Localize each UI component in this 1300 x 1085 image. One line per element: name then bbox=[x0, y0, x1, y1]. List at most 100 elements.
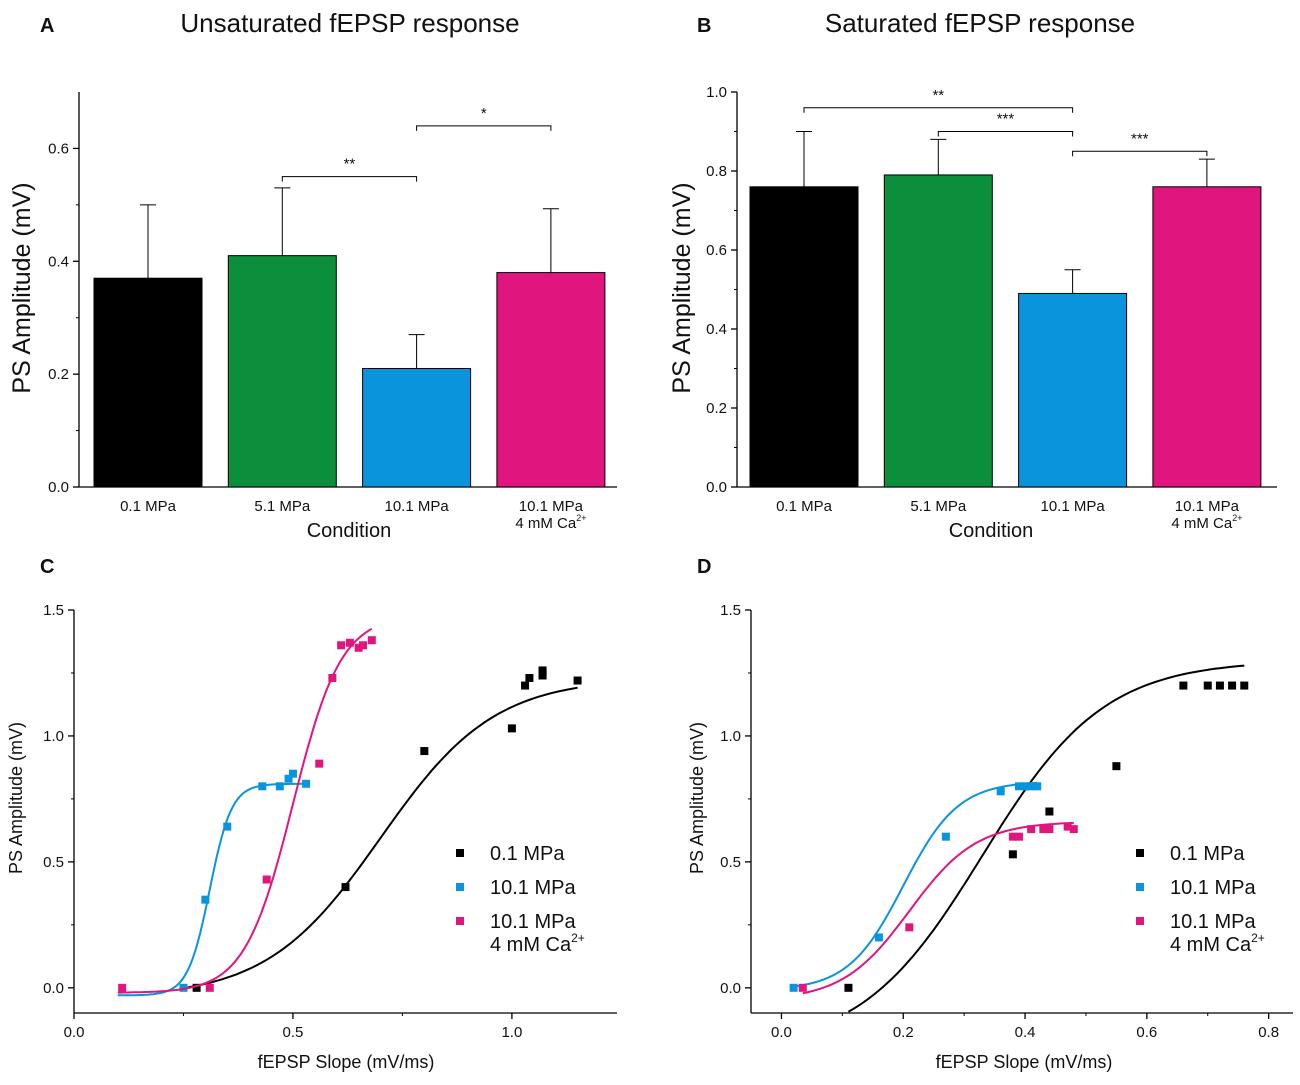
panel-b-y-tick-label: 0.2 bbox=[706, 400, 727, 417]
panel-c-scatter-chart: C PS Amplitude (mV) fEPSP Slope (mV/ms) … bbox=[6, 556, 617, 1072]
panel-b-category-label: 0.1 MPa bbox=[776, 498, 833, 515]
panel-a-significance-label: * bbox=[481, 105, 487, 122]
panel-b-y-tick-label: 0.8 bbox=[706, 163, 727, 180]
panel-a-y-tick-label: 0.6 bbox=[48, 140, 69, 157]
panel-a-y-tick-label: 0.4 bbox=[48, 253, 69, 270]
panel-c-data-point bbox=[205, 983, 214, 992]
panel-c-legend-marker bbox=[456, 883, 464, 891]
panel-c-legend-label: 10.1 MPa bbox=[490, 877, 576, 899]
panel-c-legend-label: 0.1 MPa bbox=[490, 843, 565, 865]
panel-d-legend-marker bbox=[1136, 883, 1144, 891]
panel-a-category-label: 10.1 MPa bbox=[384, 498, 449, 515]
panel-a-category-label: 5.1 MPa bbox=[254, 498, 311, 515]
panel-c-data-point bbox=[315, 759, 324, 768]
panel-a-category-label: 0.1 MPa bbox=[120, 498, 177, 515]
panel-d-legend-marker bbox=[1136, 849, 1144, 857]
panel-c-x-tick-label: 0.0 bbox=[64, 1024, 85, 1041]
panel-d-fit-curve-1 bbox=[793, 781, 1038, 988]
panel-d-x-tick-label: 0.8 bbox=[1258, 1024, 1279, 1041]
panel-b-significance-label: *** bbox=[997, 111, 1015, 128]
panel-d-y-tick-label: 0.5 bbox=[720, 854, 741, 871]
panel-d-data-point bbox=[1063, 822, 1072, 831]
panel-a-y-tick-label: 0.0 bbox=[48, 479, 69, 496]
panel-d-x-tick-label: 0.6 bbox=[1136, 1024, 1157, 1041]
panel-d-y-tick-label: 0.0 bbox=[720, 980, 741, 997]
panel-c-x-tick-label: 0.5 bbox=[283, 1024, 304, 1041]
panel-c-y-tick-label: 1.0 bbox=[43, 728, 64, 745]
panel-d-data-point bbox=[1014, 832, 1023, 841]
panel-b-significance-label: ** bbox=[932, 87, 944, 104]
panel-d-letter: D bbox=[697, 556, 711, 578]
panel-a-bar bbox=[93, 277, 203, 488]
panel-b-y-axis-label: PS Amplitude (mV) bbox=[668, 182, 696, 393]
panel-b-significance-bracket bbox=[937, 131, 1074, 137]
panel-d-legend-label: 0.1 MPa bbox=[1170, 843, 1245, 865]
panel-c-legend-label: 10.1 MPa bbox=[490, 911, 576, 933]
panel-b-significance-bracket bbox=[1072, 150, 1208, 157]
panel-d-x-axis-label: fEPSP Slope (mV/ms) bbox=[936, 1052, 1113, 1072]
panel-c-y-tick-label: 0.5 bbox=[43, 854, 64, 871]
panel-b-category-label: 5.1 MPa bbox=[910, 498, 967, 515]
panel-c-data-point bbox=[573, 676, 582, 685]
panel-d-data-point bbox=[1203, 681, 1212, 690]
panel-c-y-axis-label: PS Amplitude (mV) bbox=[6, 722, 26, 874]
panel-a-category-label: 10.1 MPa bbox=[519, 498, 584, 515]
panel-c-data-point bbox=[341, 883, 350, 892]
panel-b-letter: B bbox=[697, 15, 711, 37]
panel-a-y-axis-label: PS Amplitude (mV) bbox=[8, 182, 36, 393]
panel-d-data-point bbox=[1008, 832, 1017, 841]
panel-d-data-point bbox=[1027, 825, 1036, 834]
panel-c-data-point bbox=[302, 779, 311, 788]
panel-b-y-tick-label: 1.0 bbox=[706, 84, 727, 101]
panel-b-significance-bracket bbox=[803, 107, 1074, 113]
panel-c-legend-marker bbox=[456, 849, 464, 857]
panel-a-bar bbox=[227, 255, 337, 488]
panel-d-data-point bbox=[1045, 825, 1054, 834]
panel-c-data-point bbox=[201, 895, 210, 904]
panel-d-data-point bbox=[1215, 681, 1224, 690]
panel-c-data-point bbox=[288, 769, 297, 778]
panel-d-y-tick-label: 1.0 bbox=[720, 728, 741, 745]
panel-d-data-point bbox=[996, 787, 1005, 796]
panel-d-data-point bbox=[1008, 850, 1017, 859]
panel-d-data-point bbox=[874, 933, 883, 942]
panel-c-data-point bbox=[521, 681, 530, 690]
panel-c-data-point bbox=[367, 636, 376, 645]
panel-b-bar bbox=[1018, 292, 1128, 488]
panel-d-fit-curve-2 bbox=[802, 821, 1074, 995]
panel-c-x-tick-label: 1.0 bbox=[501, 1024, 522, 1041]
panel-c-fit-curve-2 bbox=[117, 627, 373, 994]
panel-a-significance-bracket bbox=[281, 176, 418, 182]
panel-d-legend-label: 10.1 MPa bbox=[1170, 877, 1256, 899]
panel-c-data-point bbox=[538, 666, 547, 675]
panel-d-y-axis-label: PS Amplitude (mV) bbox=[687, 722, 707, 874]
panel-a-bar-chart: A Unsaturated fEPSP response PS Amplitud… bbox=[8, 8, 617, 542]
panel-c-data-point bbox=[538, 671, 547, 680]
panel-d-data-point bbox=[844, 983, 853, 992]
panel-c-data-point bbox=[223, 822, 232, 831]
panel-d-legend-label: 10.1 MPa bbox=[1170, 911, 1256, 933]
panel-c-fit-curve-0 bbox=[187, 686, 578, 989]
panel-c-data-point bbox=[345, 638, 354, 647]
panel-b-y-tick-label: 0.4 bbox=[706, 321, 727, 338]
panel-a-x-axis-label: Condition bbox=[307, 520, 392, 542]
panel-c-data-point bbox=[354, 643, 363, 652]
panel-b-y-tick-label: 0.0 bbox=[706, 479, 727, 496]
panel-b-category-label: 10.1 MPa bbox=[1040, 498, 1105, 515]
panel-d-y-tick-label: 1.5 bbox=[720, 602, 741, 619]
panel-b-significance-label: *** bbox=[1131, 130, 1149, 147]
panel-d-x-tick-label: 0.4 bbox=[1015, 1024, 1036, 1041]
panel-c-data-point bbox=[118, 983, 127, 992]
panel-d-scatter-chart: D PS Amplitude (mV) fEPSP Slope (mV/ms) … bbox=[687, 556, 1293, 1072]
panel-b-y-tick-label: 0.6 bbox=[706, 242, 727, 259]
panel-d-data-point bbox=[1112, 762, 1121, 771]
panel-a-bar bbox=[496, 272, 606, 488]
panel-a-category-label-line2: 4 mM Ca2+ bbox=[515, 513, 586, 532]
panel-d-legend-marker bbox=[1136, 917, 1144, 925]
panel-c-legend-label-line2: 4 mM Ca2+ bbox=[490, 931, 585, 956]
panel-d-data-point bbox=[789, 983, 798, 992]
panel-b-category-label-line2: 4 mM Ca2+ bbox=[1171, 513, 1242, 532]
panel-c-data-point bbox=[275, 782, 284, 791]
panel-c-x-axis-label: fEPSP Slope (mV/ms) bbox=[258, 1052, 435, 1072]
panel-c-data-point bbox=[359, 641, 368, 650]
